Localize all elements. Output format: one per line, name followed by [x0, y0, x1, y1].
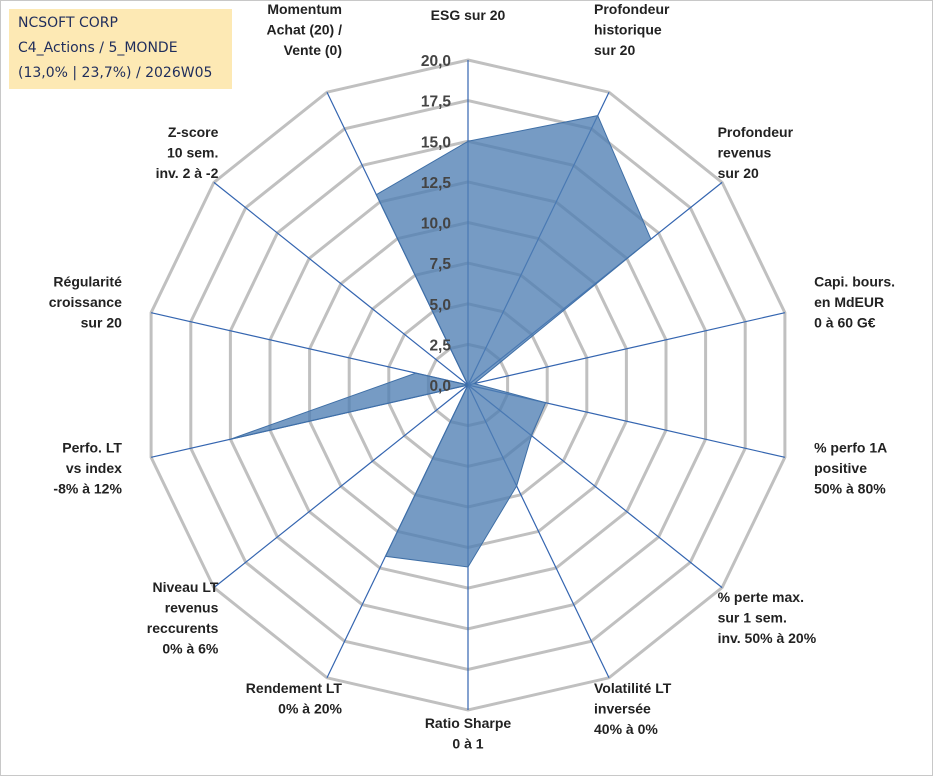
series-area [230, 115, 652, 568]
axis-label-line: sur 20 [594, 42, 635, 58]
axis-label-line: ESG sur 20 [431, 7, 506, 23]
axis-label-line: -8% à 12% [53, 481, 122, 497]
axis-label-line: croissance [49, 294, 122, 310]
axis-label-line: Ratio Sharpe [425, 715, 512, 731]
axis-label: Ratio Sharpe 0 à 1 [425, 715, 512, 752]
company-name: NCSOFT CORP [18, 15, 118, 31]
axis-label: Note ESG sur 20 [431, 0, 506, 23]
axis-label-line: Note [452, 0, 483, 3]
axis-label-line: Vente (0) [284, 42, 342, 58]
axis-label-line: 0% à 20% [278, 700, 342, 716]
axis-label: Régularité croissance sur 20 [49, 274, 122, 331]
tick-label: 10,0 [421, 216, 451, 233]
axis-label-line: sur 20 [718, 165, 759, 181]
axis-label-line: sur 1 sem. [718, 610, 787, 626]
tick-label: 2,5 [429, 337, 451, 354]
axis-label-line: inv. 50% à 20% [718, 630, 817, 646]
axis-label-line: Niveau LT [153, 579, 219, 595]
info-box: NCSOFT CORP C4_Actions / 5_MONDE (13,0% … [9, 9, 232, 89]
axis-label-line: sur 20 [81, 315, 122, 331]
axis-label: Momentum Achat (20) / Vente (0) [267, 1, 343, 58]
axis-labels: Note ESG sur 20 Profondeur historique sur 20… [49, 0, 895, 752]
axis-label-line: 10 sem. [167, 144, 218, 160]
axis-label-line: historique [594, 22, 662, 38]
axis-label-line: 0 à 1 [452, 736, 483, 752]
axis-spoke [213, 384, 469, 589]
tick-label: 0,0 [429, 378, 451, 395]
axis-label-line: revenus [718, 144, 772, 160]
axis-label-line: Profondeur [718, 124, 794, 140]
tick-label: 17,5 [421, 94, 452, 111]
tick-label: 12,5 [421, 175, 452, 192]
tick-label: 7,5 [429, 256, 451, 273]
axis-label-line: inversée [594, 700, 651, 716]
tick-label: 15,0 [421, 134, 451, 151]
axis-label-line: Volatilité LT [594, 680, 672, 696]
axis-label: Volatilité LT inversée 40% à 0% [594, 680, 672, 737]
axis-label: Profondeur historique sur 20 [594, 1, 670, 58]
axis-label: Niveau LT revenus reccurents 0% à 6% [147, 579, 219, 657]
axis-label: % perte max. sur 1 sem. inv. 50% à 20% [718, 589, 817, 646]
data-series [230, 115, 652, 568]
axis-label-line: reccurents [147, 620, 219, 636]
axis-label-line: Momentum [267, 1, 342, 17]
axis-label-line: Achat (20) / [267, 22, 343, 38]
axis-spoke [213, 181, 469, 386]
axis-label-line: positive [814, 460, 867, 476]
axis-label: Perfo. LT vs index -8% à 12% [53, 440, 122, 497]
axis-label-line: Rendement LT [246, 680, 343, 696]
axis-label-line: 0 à 60 G€ [814, 315, 876, 331]
category-label: C4_Actions / 5_MONDE [18, 40, 178, 56]
axis-label-line: revenus [165, 599, 219, 615]
axis-label-line: 50% à 80% [814, 481, 886, 497]
radial-tick-labels: 0,0 2,5 5,0 7,5 10,0 12,5 15,0 17,5 20,0 [421, 53, 452, 395]
axis-label: Z-score 10 sem. inv. 2 à -2 [156, 124, 219, 181]
axis-label-line: Perfo. LT [62, 440, 122, 456]
axis-label: Capi. bours. en MdEUR 0 à 60 G€ [814, 274, 895, 331]
axis-label-line: Profondeur [594, 1, 670, 17]
axis-label: Profondeur revenus sur 20 [718, 124, 794, 181]
tick-label: 20,0 [421, 53, 451, 70]
axis-label-line: % perte max. [718, 589, 804, 605]
stats-label: (13,0% | 23,7%) / 2026W05 [18, 65, 213, 81]
axis-spoke [467, 312, 786, 386]
axis-label: Rendement LT 0% à 20% [246, 680, 343, 717]
axis-label-line: 40% à 0% [594, 721, 658, 737]
axis-label-line: Régularité [53, 274, 122, 290]
axis-label-line: vs index [66, 460, 122, 476]
axis-label-line: inv. 2 à -2 [156, 165, 219, 181]
tick-label: 5,0 [429, 297, 451, 314]
axis-label-line: % perfo 1A [814, 440, 887, 456]
axis-label-line: en MdEUR [814, 294, 884, 310]
axis-label-line: 0% à 6% [162, 640, 219, 656]
axis-label: % perfo 1A positive 50% à 80% [814, 440, 887, 497]
axis-label-line: Z-score [168, 124, 219, 140]
axis-label-line: Capi. bours. [814, 274, 895, 290]
